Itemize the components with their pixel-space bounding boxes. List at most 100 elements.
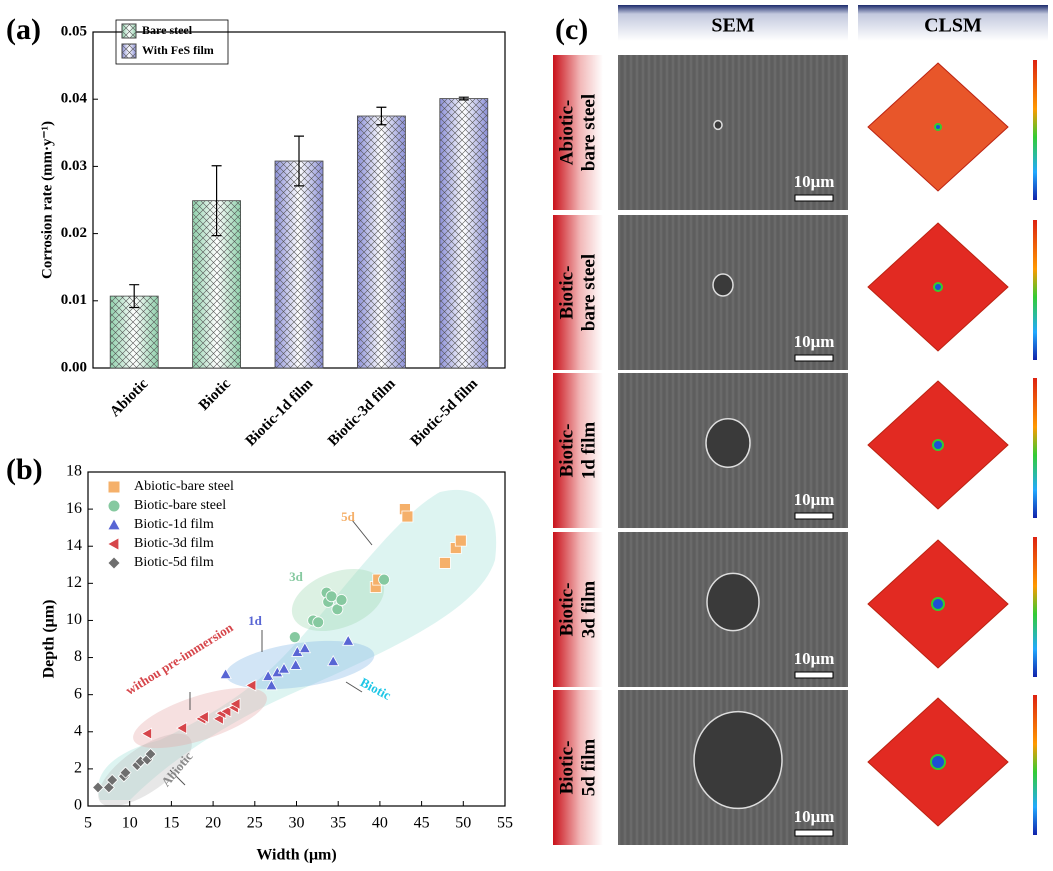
clsm-pit	[931, 597, 945, 611]
annotation: 1d	[248, 613, 263, 628]
scale-bar	[794, 829, 834, 837]
column-header: CLSM	[924, 15, 982, 37]
clsm-pit	[930, 754, 946, 770]
legend-label: With FeS film	[142, 43, 214, 57]
point	[140, 727, 153, 740]
y-tick-label: 0.03	[61, 158, 87, 174]
point	[289, 658, 302, 670]
x-tick-label: 10	[122, 815, 138, 832]
sem-pit	[693, 710, 783, 810]
legend-label: Biotic-bare steel	[134, 498, 226, 513]
row-label: Abiotic-	[556, 100, 577, 165]
bar-hatch	[357, 116, 406, 368]
scale-bar-label: 10μm	[794, 332, 835, 351]
legend-marker	[108, 519, 120, 530]
point	[312, 616, 325, 629]
point	[277, 662, 291, 674]
x-tick-label: 45	[414, 815, 430, 832]
legend-marker	[108, 538, 119, 550]
y-axis-label: Depth (μm)	[41, 600, 58, 679]
annotation: Biotic	[358, 674, 394, 703]
clsm-pit	[934, 123, 942, 131]
x-tick-label: 40	[372, 815, 388, 832]
x-axis-label: Width (μm)	[256, 847, 336, 864]
x-tick-label: 55	[497, 815, 513, 832]
clsm-pit	[933, 282, 943, 292]
scale-bar-label: 10μm	[794, 490, 835, 509]
legend-hatch	[122, 44, 136, 58]
point	[229, 697, 241, 711]
sem-pit	[713, 119, 723, 131]
column-header-bg	[618, 5, 848, 41]
annotation: 5d	[341, 509, 356, 524]
point	[335, 594, 348, 606]
row-label: Biotic-	[556, 583, 577, 637]
scale-bar-label: 10μm	[794, 172, 835, 191]
error-bar	[129, 284, 140, 309]
clsm-pit	[932, 439, 944, 451]
point	[91, 781, 105, 794]
scale-bar	[794, 194, 834, 202]
row-tab	[553, 690, 603, 845]
point	[265, 679, 278, 691]
annotation: withou pre-immersion	[123, 619, 236, 698]
y-tick-label: 0.00	[61, 359, 87, 375]
column-header: SEM	[711, 15, 754, 37]
row-label: 5d film	[578, 739, 599, 797]
y-tick-label: 4	[74, 722, 82, 739]
point	[298, 641, 312, 654]
y-tick-label: 0.04	[61, 91, 88, 107]
annotation: 3d	[289, 569, 304, 584]
y-tick-label: 18	[66, 463, 82, 480]
point	[119, 766, 132, 779]
panel-label: (a)	[6, 13, 41, 46]
y-tick-label: 10	[66, 611, 82, 628]
x-tick-label: Abiotic	[107, 376, 152, 421]
point	[220, 705, 232, 718]
legend-hatch	[122, 24, 136, 38]
clsm-colorbar	[1033, 220, 1037, 360]
row-label: Biotic-	[556, 424, 577, 478]
legend-frame	[115, 19, 229, 65]
point	[144, 747, 157, 761]
legend-label: Biotic-1d film	[134, 517, 214, 532]
x-tick-label: Biotic-1d film	[243, 376, 317, 450]
row-tab	[553, 373, 603, 528]
error-bar	[294, 135, 304, 187]
row-label: bare steel	[578, 94, 599, 171]
y-tick-label: 14	[66, 537, 82, 554]
point	[219, 667, 232, 680]
point	[331, 603, 344, 616]
legend-label: Abiotic-bare steel	[134, 479, 234, 494]
clsm-colorbar	[1033, 537, 1037, 677]
scale-bar	[794, 512, 834, 520]
y-tick-label: 0	[74, 797, 82, 814]
y-tick-label: 2	[74, 760, 82, 777]
legend-marker	[108, 481, 120, 493]
x-tick-label: Biotic	[196, 376, 234, 414]
point	[439, 557, 451, 569]
scale-bar	[794, 354, 834, 362]
panel-label: (b)	[6, 453, 43, 486]
clsm-colorbar	[1033, 378, 1037, 518]
sem-image	[618, 215, 848, 370]
y-tick-label: 0.01	[61, 292, 87, 308]
point	[327, 654, 340, 667]
row-tab	[553, 532, 603, 687]
row-label: 1d film	[578, 422, 599, 480]
point	[106, 773, 119, 787]
scale-bar	[794, 671, 834, 679]
x-tick-label: 15	[163, 815, 179, 832]
point	[245, 679, 257, 692]
point	[288, 631, 301, 643]
x-tick-label: 35	[330, 815, 346, 832]
point	[378, 573, 390, 586]
row-label: Biotic-	[556, 266, 577, 320]
y-tick-label: 8	[74, 648, 82, 665]
y-axis-label: Corrosion rate (mm·y⁻¹)	[39, 121, 55, 279]
row-tab	[553, 55, 603, 210]
y-tick-label: 16	[66, 500, 82, 517]
x-tick-label: 20	[205, 815, 221, 832]
legend-marker	[108, 500, 120, 512]
